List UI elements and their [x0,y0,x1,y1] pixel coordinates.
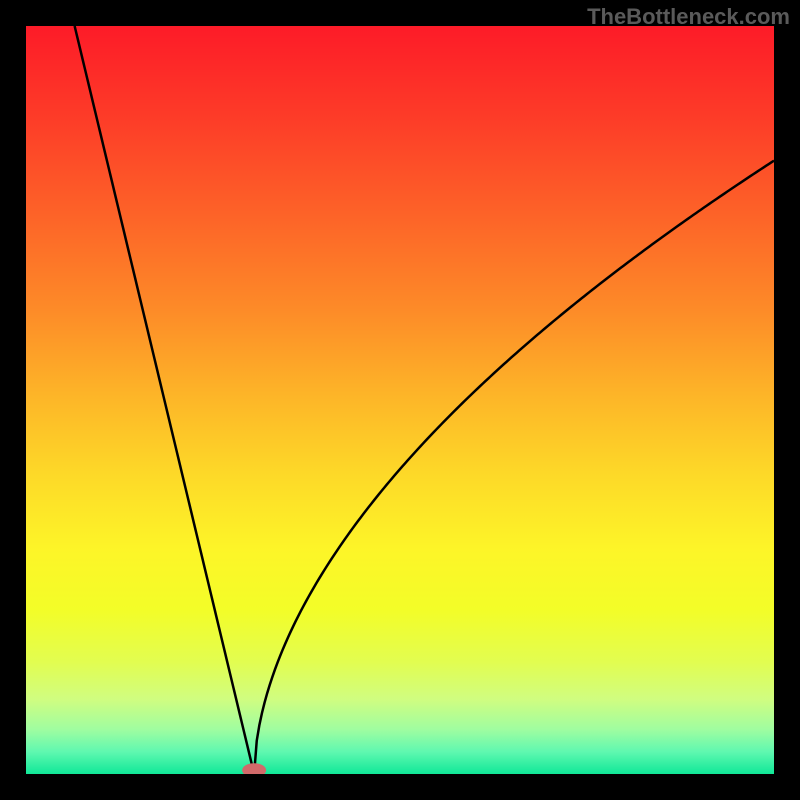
watermark-text: TheBottleneck.com [587,4,790,30]
chart-background [26,26,774,774]
bottleneck-chart [26,26,774,774]
chart-svg [26,26,774,774]
